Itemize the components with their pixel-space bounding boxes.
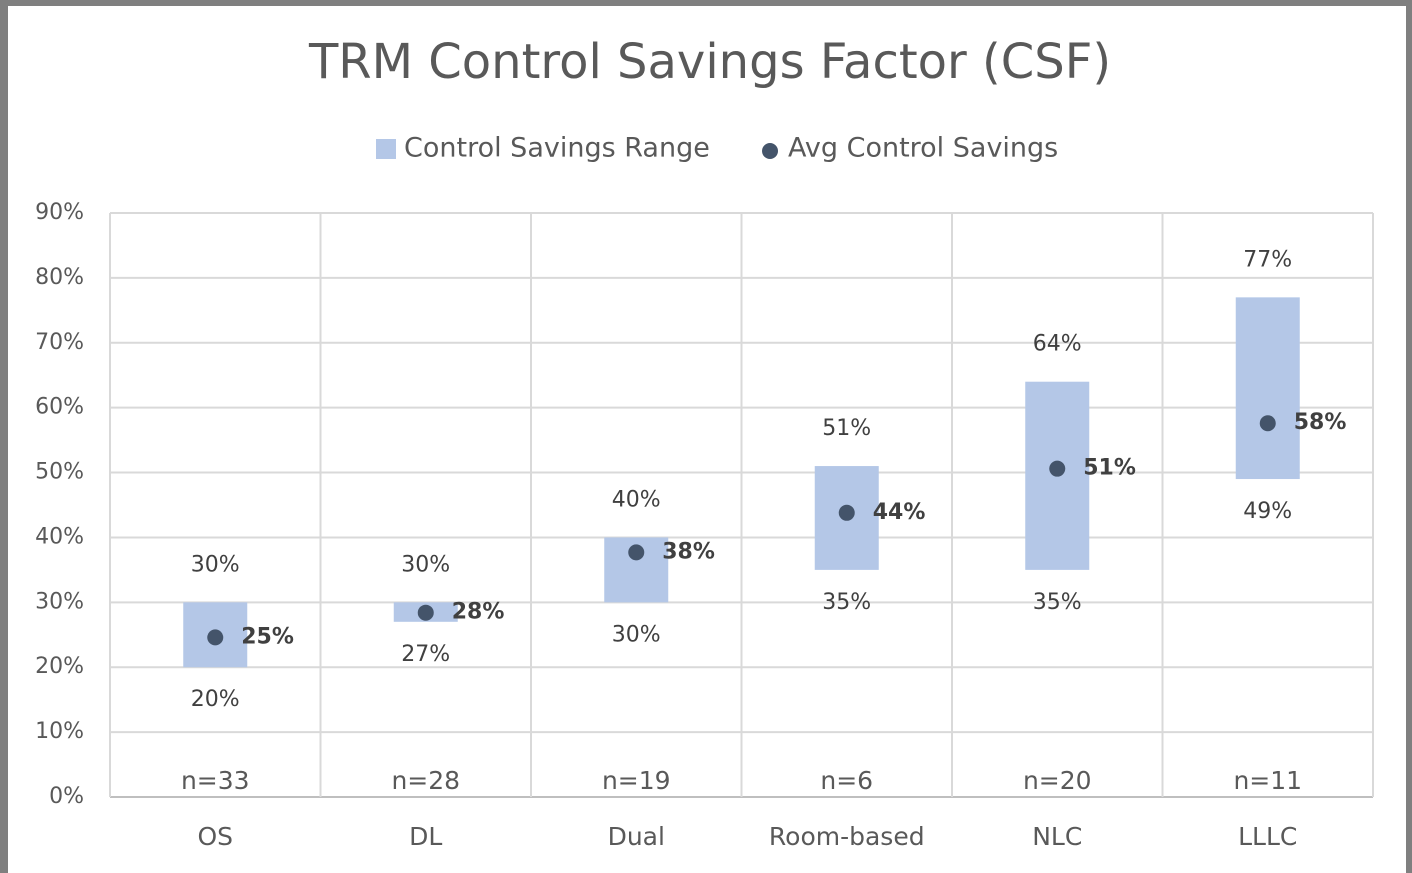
data-label: 27% (401, 642, 450, 667)
chart-area (8, 6, 1406, 873)
count-label: n=28 (391, 766, 460, 795)
data-label: 49% (1243, 499, 1292, 524)
count-label: n=20 (1023, 766, 1092, 795)
x-tick-label: NLC (1032, 822, 1082, 851)
avg-dot (838, 504, 855, 521)
avg-dot (1259, 415, 1276, 432)
y-tick-label: 50% (35, 460, 84, 485)
data-label: 40% (612, 487, 661, 512)
legend-swatch (376, 139, 396, 159)
data-label: 35% (822, 590, 871, 615)
y-tick-label: 30% (35, 589, 84, 614)
data-label: 30% (612, 622, 661, 647)
y-tick-label: 60% (35, 395, 84, 420)
data-label: 35% (1033, 590, 1082, 615)
y-tick-label: 0% (49, 784, 84, 809)
data-label: 30% (191, 552, 240, 577)
x-tick-label: LLLC (1238, 822, 1297, 851)
avg-dot (1049, 460, 1066, 477)
data-label: 20% (191, 687, 240, 712)
count-label: n=11 (1233, 766, 1302, 795)
avg-dot (417, 604, 434, 621)
count-label: n=6 (820, 766, 873, 795)
legend-label: Avg Control Savings (788, 133, 1058, 164)
y-tick-label: 70% (35, 330, 84, 355)
data-label: 28% (452, 600, 505, 625)
data-label: 38% (662, 539, 715, 564)
data-label: 44% (873, 500, 926, 525)
y-tick-label: 80% (35, 265, 84, 290)
count-label: n=19 (602, 766, 671, 795)
x-tick-label: Room-based (769, 822, 925, 851)
data-label: 51% (822, 416, 871, 441)
x-tick-label: OS (197, 822, 233, 851)
x-tick-label: Dual (608, 822, 665, 851)
y-tick-label: 90% (35, 200, 84, 225)
y-tick-label: 20% (35, 654, 84, 679)
legend-swatch (762, 143, 778, 159)
avg-dot (207, 629, 224, 646)
legend-label: Control Savings Range (404, 133, 710, 164)
data-label: 25% (241, 624, 294, 649)
y-tick-label: 40% (35, 524, 84, 549)
count-label: n=33 (181, 766, 250, 795)
data-label: 51% (1083, 456, 1136, 481)
data-label: 64% (1033, 332, 1082, 357)
range-bar (1235, 297, 1300, 480)
data-label: 58% (1294, 410, 1347, 435)
y-tick-label: 10% (35, 719, 84, 744)
avg-dot (628, 544, 645, 561)
data-label: 30% (401, 552, 450, 577)
x-tick-label: DL (409, 822, 442, 851)
data-label: 77% (1243, 247, 1292, 272)
chart-title: TRM Control Savings Factor (CSF) (308, 34, 1111, 90)
